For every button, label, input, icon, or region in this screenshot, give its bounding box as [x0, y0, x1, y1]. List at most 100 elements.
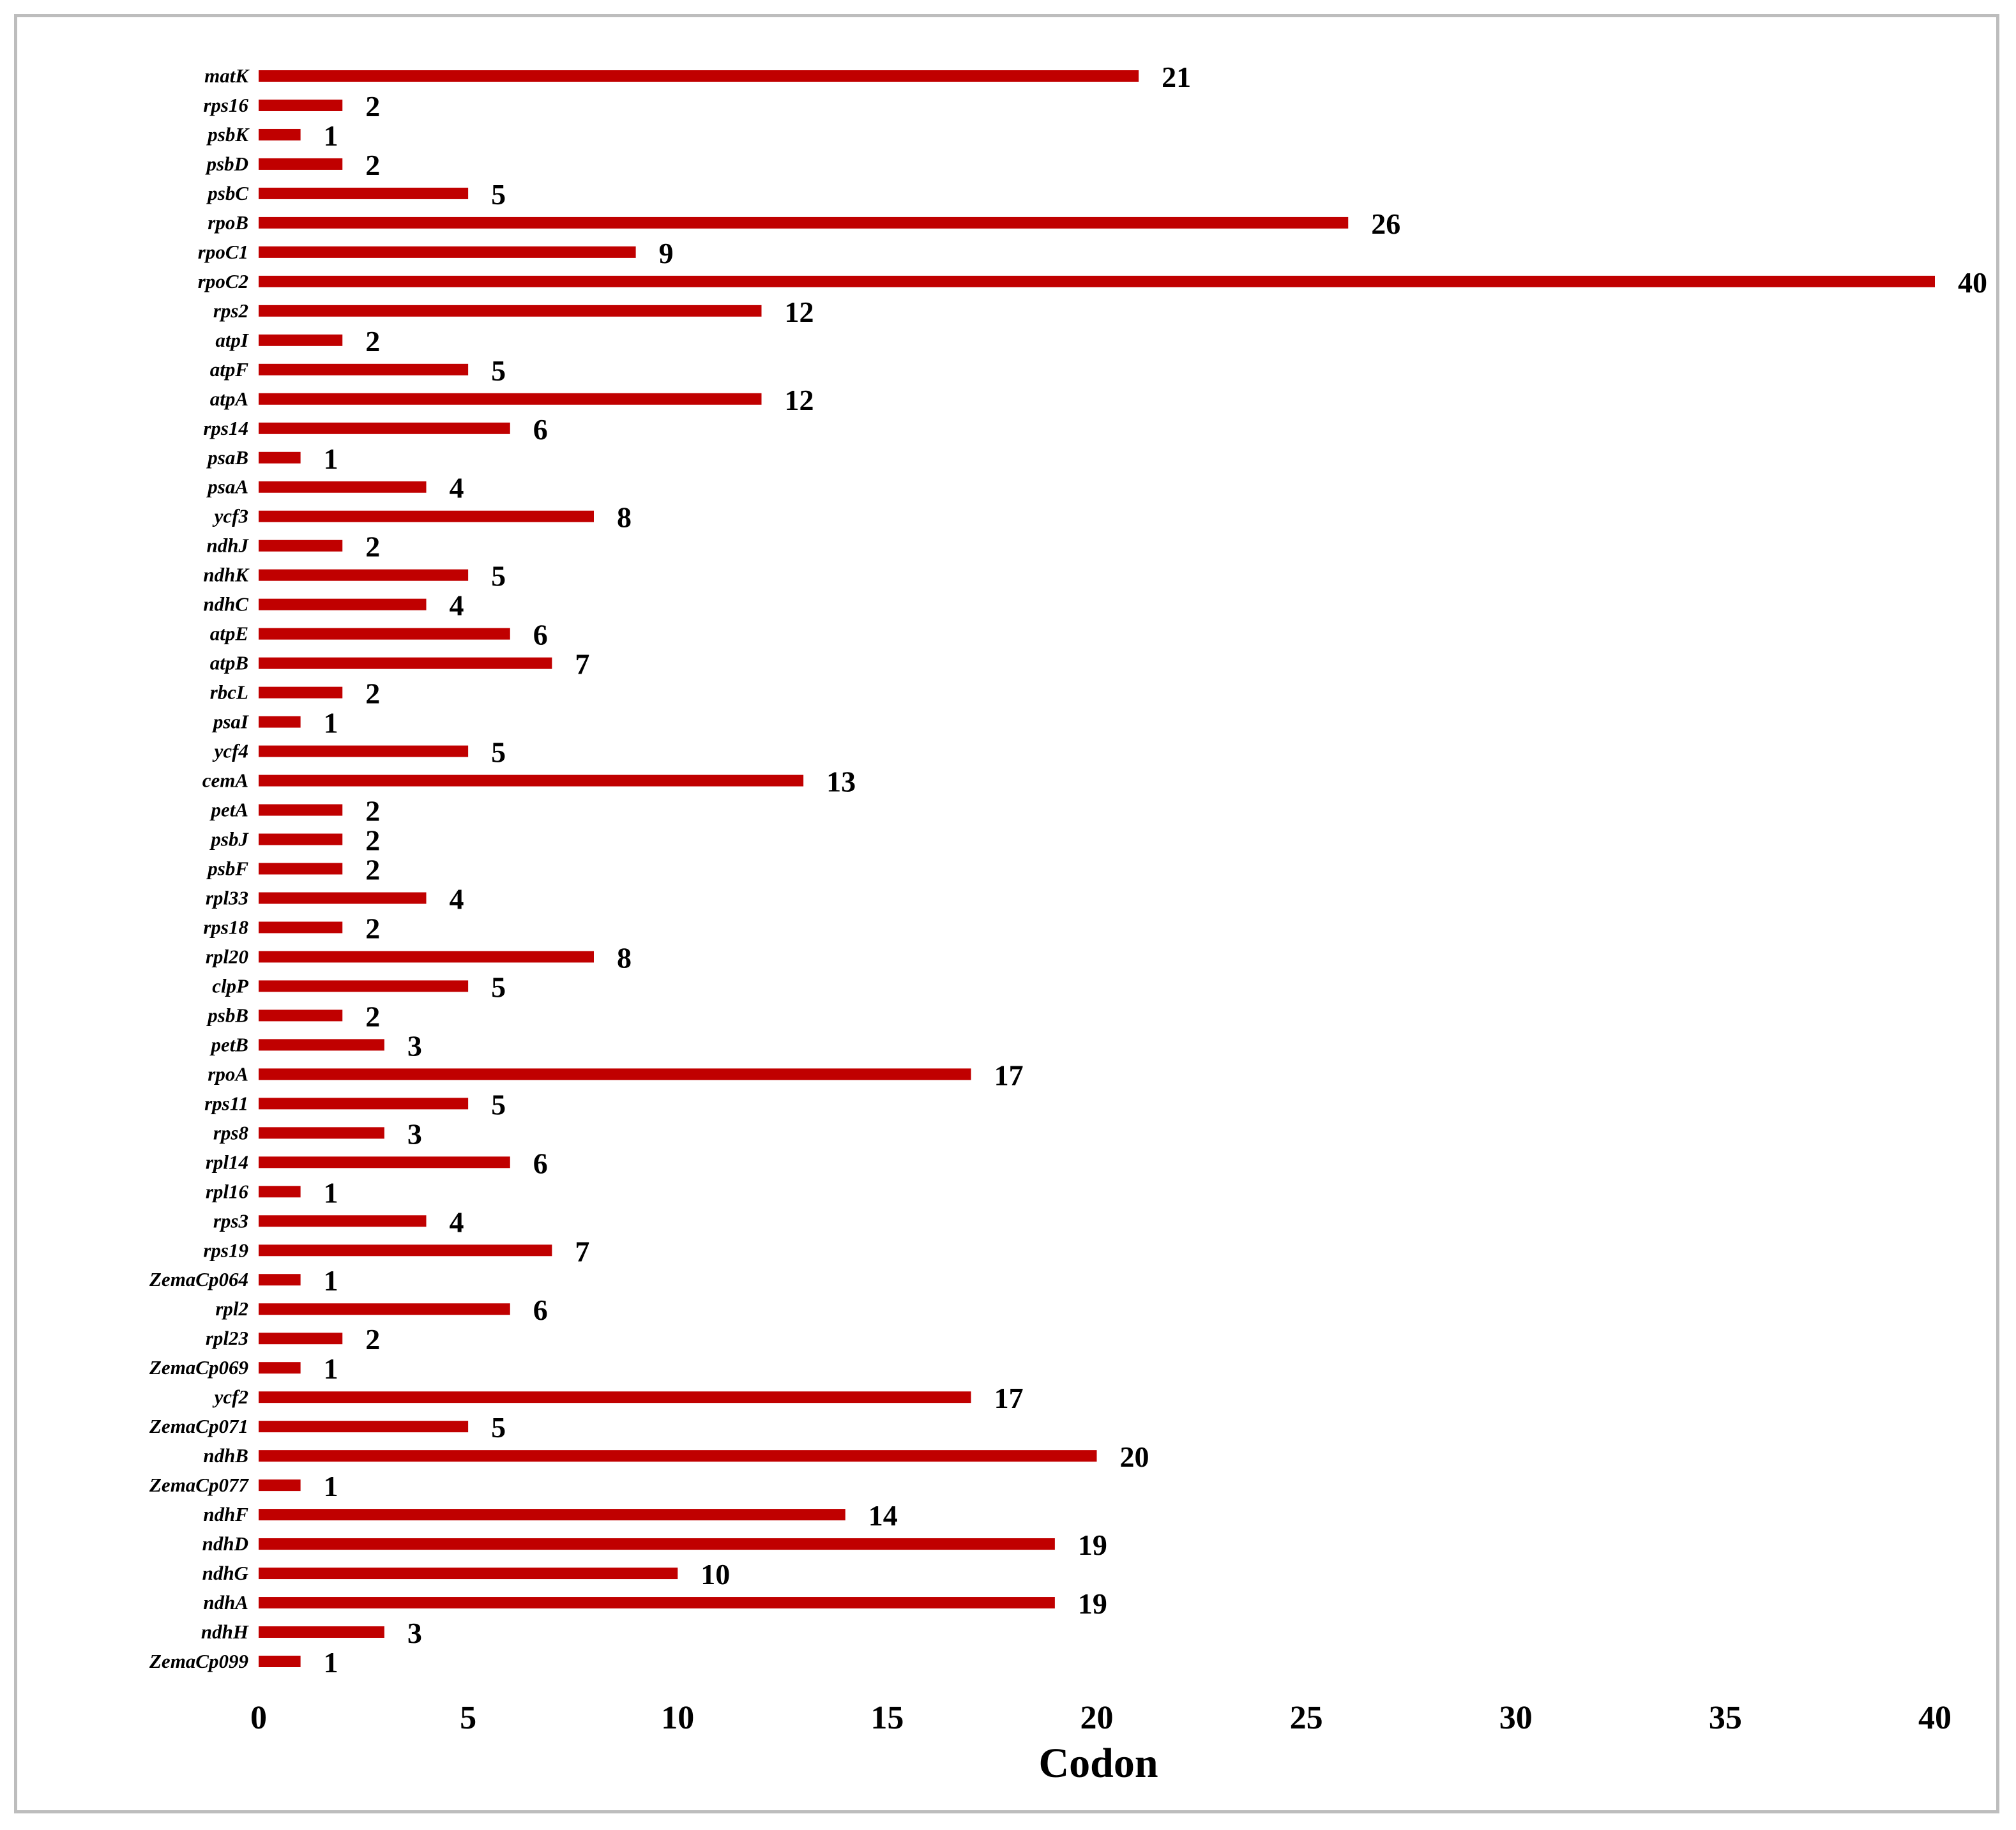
value-label: 6 [533, 1147, 548, 1179]
category-label: ndhH [201, 1621, 249, 1643]
bar-psbJ [259, 833, 343, 845]
category-label: ndhB [203, 1444, 248, 1467]
value-label: 6 [533, 413, 548, 446]
category-label: rps18 [203, 916, 248, 938]
bar-psbB [259, 1010, 343, 1022]
value-label: 17 [994, 1059, 1024, 1091]
bar-ndhA [259, 1597, 1055, 1609]
category-label: rpoB [208, 211, 248, 234]
category-label: atpI [215, 329, 249, 351]
category-label: ndhA [203, 1591, 248, 1614]
x-tick-label: 20 [1080, 1700, 1114, 1736]
bar-rps14 [259, 422, 510, 434]
value-label: 5 [491, 1088, 506, 1121]
value-label: 19 [1078, 1529, 1107, 1561]
value-label: 3 [407, 1117, 422, 1150]
value-label: 6 [533, 1294, 548, 1326]
category-label: psbC [206, 182, 248, 204]
value-label: 4 [450, 472, 464, 504]
value-label: 2 [365, 531, 380, 563]
x-tick-label: 15 [870, 1700, 904, 1736]
value-label: 5 [491, 736, 506, 769]
category-label: rpl23 [206, 1327, 248, 1349]
bar-atpB [259, 657, 552, 669]
value-label: 10 [701, 1558, 730, 1591]
value-label: 5 [491, 971, 506, 1003]
category-label: rpl20 [206, 945, 248, 967]
bar-ycf2 [259, 1391, 971, 1403]
bar-rpoC1 [259, 246, 636, 258]
bar-clpP [259, 980, 469, 992]
x-tick-label: 10 [661, 1700, 694, 1736]
category-label: ndhG [202, 1562, 249, 1584]
bar-ZemaCp071 [259, 1421, 469, 1433]
category-label: ZemaCp077 [149, 1474, 249, 1496]
bar-rps8 [259, 1127, 384, 1139]
category-label: rps8 [213, 1121, 249, 1144]
value-label: 21 [1162, 61, 1191, 93]
bar-matK [259, 70, 1139, 82]
bar-rps19 [259, 1244, 552, 1257]
bar-rps11 [259, 1098, 469, 1110]
bar-psaA [259, 481, 427, 493]
value-label: 12 [785, 296, 814, 328]
value-label: 2 [365, 795, 380, 828]
bar-ZemaCp069 [259, 1362, 301, 1374]
value-label: 1 [324, 1176, 338, 1209]
bar-atpF [259, 363, 469, 375]
bar-psbK [259, 128, 301, 140]
category-label: ndhC [203, 593, 248, 616]
category-label: atpF [210, 358, 249, 381]
category-label: ycf2 [212, 1386, 248, 1408]
bar-ZemaCp064 [259, 1274, 301, 1286]
category-label: rps14 [203, 417, 248, 439]
category-label: rpl33 [206, 886, 248, 909]
category-label: atpA [210, 388, 248, 410]
category-label: psaB [206, 446, 248, 469]
category-label: psbF [206, 858, 248, 880]
category-label: ndhF [203, 1503, 248, 1525]
bar-ndhH [259, 1626, 384, 1638]
value-label: 2 [365, 90, 380, 123]
bar-rpoA [259, 1068, 971, 1080]
category-label: cemA [202, 769, 248, 792]
value-label: 2 [365, 912, 380, 944]
bar-psbD [259, 158, 343, 170]
bar-cemA [259, 775, 804, 787]
x-axis-title: Codon [1038, 1740, 1158, 1787]
bar-psbC [259, 187, 469, 199]
bar-rps3 [259, 1215, 427, 1227]
value-label: 1 [324, 1470, 338, 1502]
category-label: rpoC1 [198, 241, 248, 263]
x-tick-label: 40 [1918, 1700, 1952, 1736]
bar-ycf3 [259, 510, 594, 522]
value-label: 3 [407, 1617, 422, 1649]
bar-ndhG [259, 1568, 678, 1580]
value-label: 2 [365, 824, 380, 857]
x-tick-label: 0 [250, 1700, 267, 1736]
bar-rpl2 [259, 1303, 510, 1315]
category-label: psbK [206, 123, 250, 146]
category-label: matK [204, 64, 250, 87]
bar-ndhD [259, 1538, 1055, 1550]
value-label: 4 [450, 1206, 464, 1238]
bar-psaB [259, 451, 301, 464]
value-label: 2 [365, 1323, 380, 1356]
category-labels-group: matK rps16 psbK psbD psbC rpoB rpoC1 rpoC2 rps2 a… [149, 64, 250, 1672]
category-label: rpoC2 [198, 270, 248, 292]
bar-rpl20 [259, 951, 594, 963]
bar-ndhF [259, 1509, 845, 1521]
bar-rps2 [259, 305, 762, 317]
category-label: rpoA [208, 1062, 248, 1085]
bar-atpA [259, 393, 762, 405]
value-label: 1 [324, 1352, 338, 1385]
bar-rpoC2 [259, 275, 1935, 287]
value-label: 5 [491, 178, 506, 211]
bar-ndhJ [259, 540, 343, 552]
category-label: atpB [210, 652, 248, 674]
category-label: rpl14 [206, 1151, 248, 1173]
chart-frame: matK rps16 psbK psbD psbC rpoB rpoC1 rpoC2 rps2 a… [14, 14, 1999, 1813]
value-label: 14 [868, 1499, 898, 1532]
category-label: rpl2 [215, 1297, 248, 1320]
x-tick-label: 5 [460, 1700, 476, 1736]
